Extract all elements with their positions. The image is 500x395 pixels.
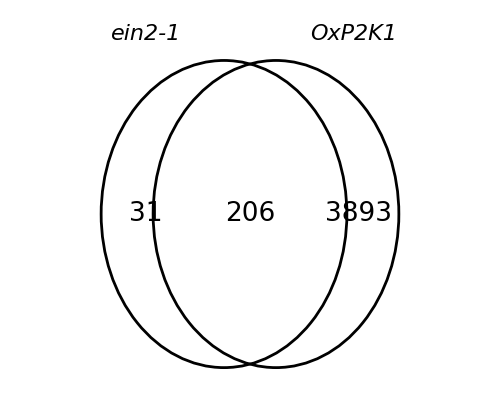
Text: ein2-1: ein2-1 [111, 24, 181, 45]
Text: 3893: 3893 [325, 201, 392, 227]
Text: 206: 206 [225, 201, 275, 227]
Text: OxP2K1: OxP2K1 [310, 24, 398, 45]
Text: 31: 31 [130, 201, 163, 227]
